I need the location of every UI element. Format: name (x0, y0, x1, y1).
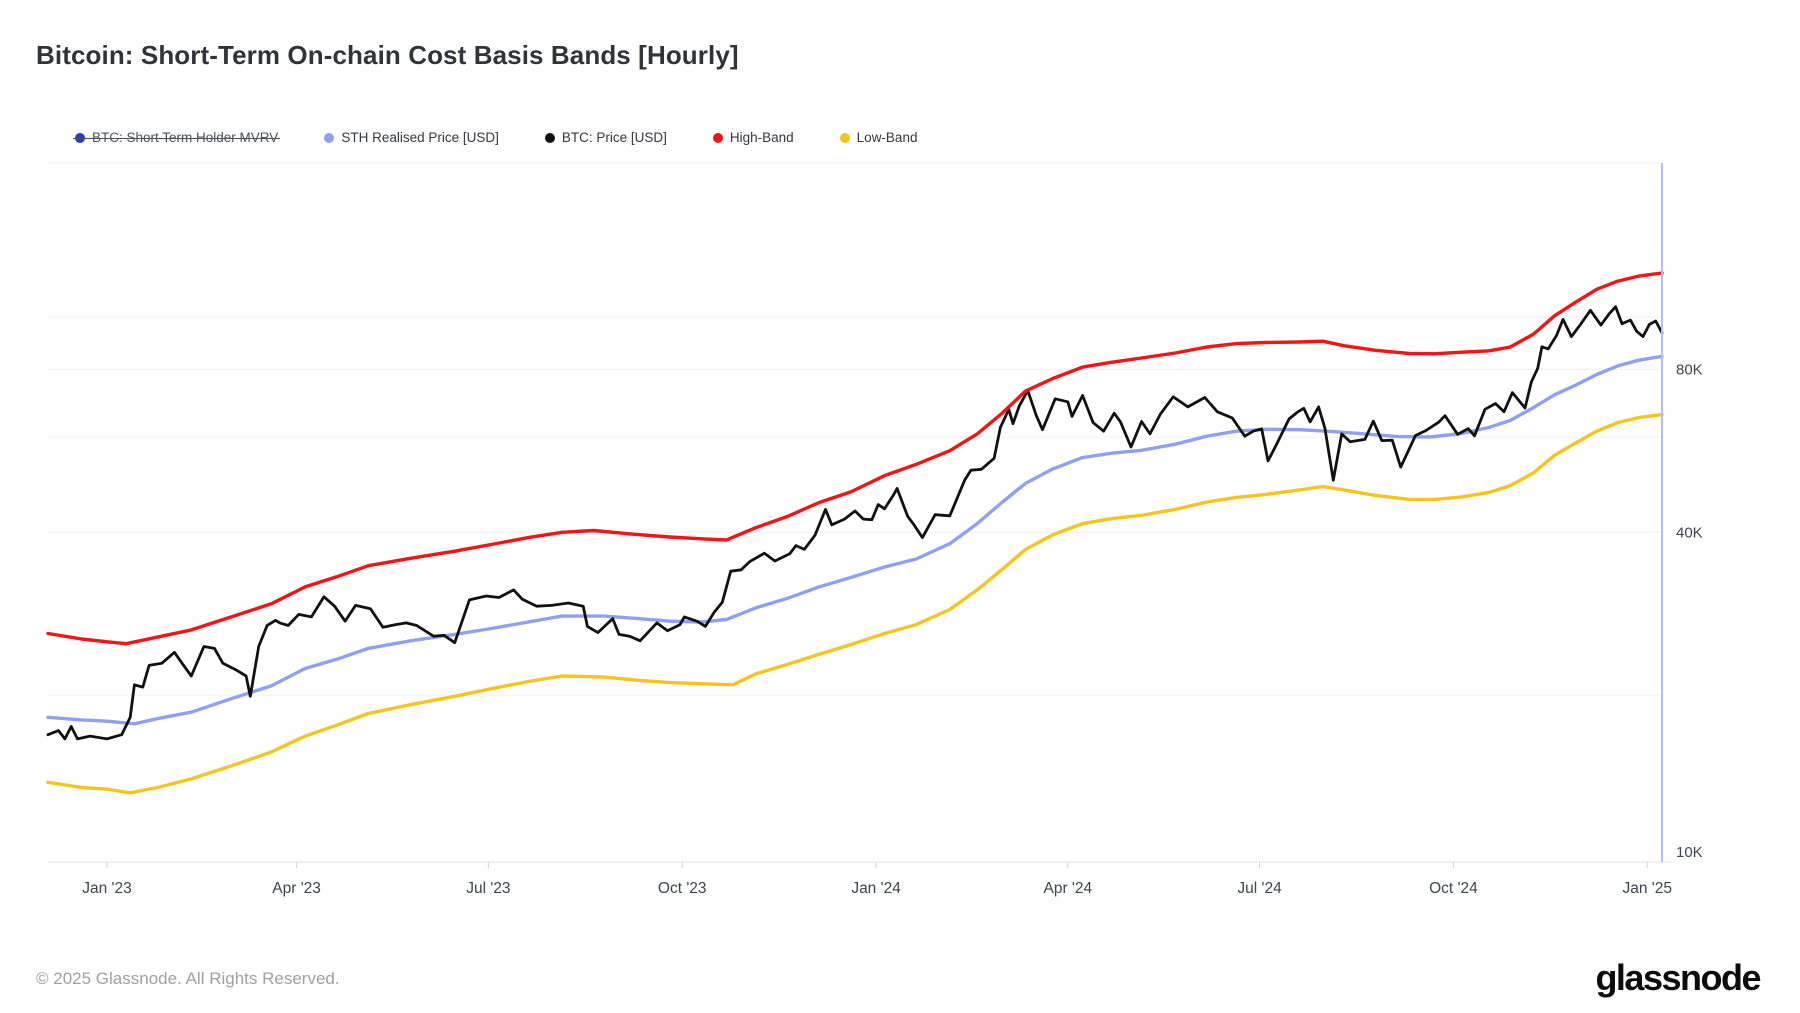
legend-item-sth-realised-price-usd[interactable]: STH Realised Price [USD] (324, 130, 499, 145)
legend-series-dot-icon (324, 132, 335, 143)
legend-series-dot-icon (712, 132, 723, 143)
series-line-low-band (46, 412, 1664, 795)
x-axis-label-Jan-25: Jan '25 (1623, 880, 1673, 897)
y-axis-label-80K: 80K (1676, 361, 1703, 378)
x-axis-label-Jan-24: Jan '24 (851, 880, 901, 897)
legend-series-dot-icon (839, 132, 850, 143)
series-line-sth-realised-price-usd (46, 354, 1664, 726)
page-title: Bitcoin: Short-Term On-chain Cost Basis … (36, 40, 739, 70)
x-axis-label-Apr-23: Apr '23 (272, 880, 321, 897)
legend-item-label: BTC: Price [USD] (561, 130, 667, 145)
copyright-text: © 2025 Glassnode. All Rights Reserved. (36, 969, 340, 988)
legend-item-label: STH Realised Price [USD] (341, 130, 499, 145)
x-axis-label-Jul-23: Jul '23 (466, 880, 510, 897)
x-axis-label-Oct-23: Oct '23 (658, 880, 707, 897)
legend-item-low-band[interactable]: Low-Band (839, 130, 918, 145)
legend-item-btc-short-term-holder-mvrv[interactable]: BTC: Short Term Holder MVRV (72, 130, 281, 145)
legend-item-label: High-Band (729, 130, 794, 145)
legend-item-high-band[interactable]: High-Band (712, 130, 794, 145)
x-axis-label-Oct-24: Oct '24 (1429, 880, 1478, 897)
glassnode-logo: glassnode (1595, 957, 1761, 998)
legend-series-dot-icon (544, 132, 555, 143)
series-line-btc-price-usd (46, 305, 1664, 741)
legend-item-label: Low-Band (856, 130, 918, 145)
x-axis-label-Apr-24: Apr '24 (1043, 880, 1092, 897)
series-line-high-band (46, 271, 1664, 646)
legend-item-btc-price-usd[interactable]: BTC: Price [USD] (544, 130, 667, 145)
y-axis-label-10K: 10K (1676, 844, 1703, 861)
x-axis-label-Jul-24: Jul '24 (1237, 880, 1282, 897)
chart-legend: BTC: Short Term Holder MVRV STH Realised … (72, 130, 918, 145)
x-axis-label-Jan-23: Jan '23 (82, 880, 132, 897)
y-axis-label-40K: 40K (1676, 524, 1703, 541)
